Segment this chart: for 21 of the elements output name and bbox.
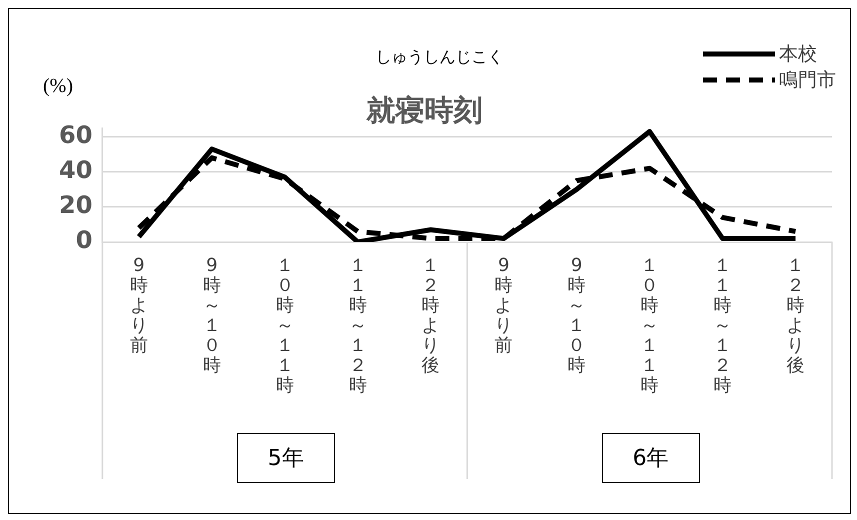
x-tick-label: 9時より前 (128, 255, 149, 356)
x-tick-label: １０時～１１時 (640, 255, 660, 396)
x-tick-label: 9時～１０時 (566, 255, 587, 376)
x-tick-label: 9時より前 (494, 255, 514, 356)
y-tick-label: 60 (58, 121, 92, 150)
x-tick-label: 9時～１０時 (202, 255, 222, 376)
y-axis-title: (%) (43, 75, 73, 98)
chart-title: 就寝時刻 (366, 93, 482, 127)
y-tick-label: 40 (58, 156, 92, 184)
chart-subtitle: しゅうしんじこく (376, 47, 504, 66)
x-tick-label: １０時～１１時 (274, 255, 295, 396)
y-tick-label: 0 (76, 226, 92, 254)
x-tick-label: １２時より後 (420, 255, 441, 376)
x-tick-label: １２時より後 (786, 255, 806, 376)
text: 6年 (602, 433, 700, 483)
legend-label: 鳴門市 (779, 68, 836, 93)
x-tick-label: １１時～１２時 (348, 255, 368, 396)
x-tick-label: １１時～１２時 (712, 255, 733, 396)
y-tick-label: 20 (58, 191, 92, 220)
legend-label: 本校 (779, 42, 817, 67)
text: 5年 (236, 433, 335, 483)
